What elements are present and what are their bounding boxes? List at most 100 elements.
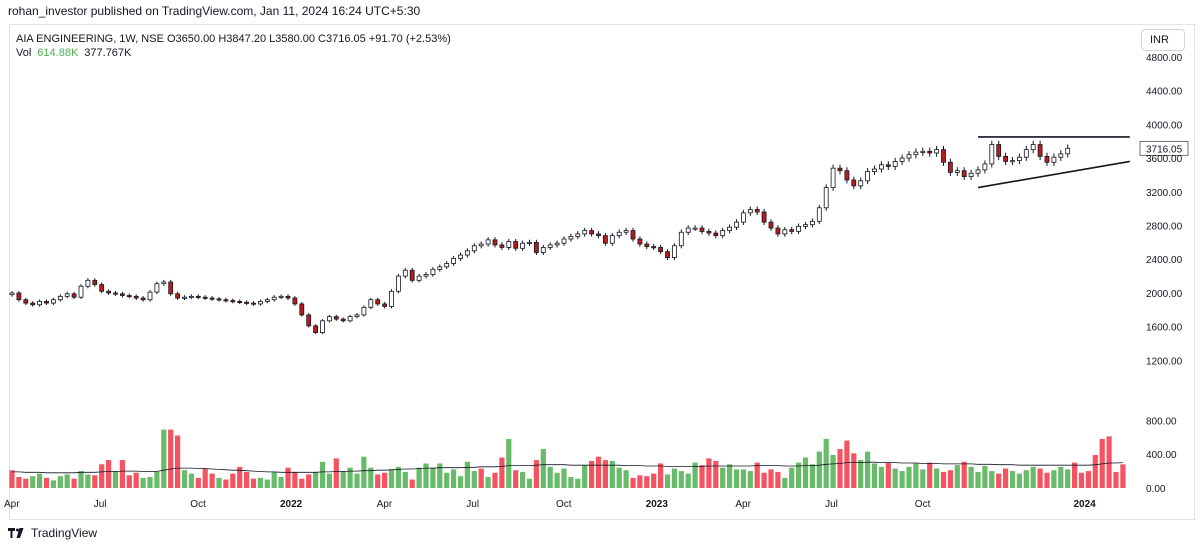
volume-bar — [319, 461, 326, 488]
volume-bar — [885, 462, 891, 488]
tradingview-footer: TradingView — [8, 526, 97, 540]
volume-bar — [968, 466, 974, 488]
volume-bar — [630, 477, 636, 488]
volume-bar — [464, 461, 470, 488]
volume-bar — [526, 478, 533, 488]
candle — [395, 275, 401, 292]
volume-bar — [851, 453, 857, 488]
candle — [747, 209, 753, 214]
candle — [230, 300, 236, 303]
volume-bar — [133, 472, 139, 488]
currency-button[interactable]: INR — [1141, 29, 1185, 51]
candle — [506, 241, 512, 248]
candle — [685, 227, 691, 233]
candle — [948, 161, 953, 173]
volume-bar — [913, 463, 919, 488]
volume-bar — [340, 471, 346, 488]
candle — [154, 283, 160, 293]
volume-bar — [513, 470, 519, 488]
volume-bar — [989, 471, 995, 488]
price-axis-tick: 3600.00 — [1146, 154, 1183, 165]
candle — [713, 232, 719, 237]
volume-bar — [685, 473, 691, 488]
volume-bar — [858, 460, 864, 488]
volume-bar — [409, 479, 415, 488]
volume-bar — [1003, 468, 1009, 488]
candle — [775, 227, 781, 235]
volume-bar — [388, 469, 395, 488]
volume-ma-line — [12, 461, 1123, 474]
time-axis-tick: Jul — [825, 499, 838, 510]
candle — [299, 303, 305, 316]
last-price-badge — [1139, 140, 1189, 156]
volume-bar — [982, 466, 988, 488]
last-price-label: 3716.05 — [1146, 144, 1183, 155]
time-axis-tick: Apr — [377, 499, 393, 510]
candle — [892, 161, 898, 167]
volume-bar — [457, 476, 464, 488]
volume-bar — [664, 474, 671, 488]
volume-bar — [106, 460, 112, 488]
candle — [133, 295, 139, 299]
volume-bar — [761, 472, 767, 488]
volume-axis-tick: 400.00 — [1146, 450, 1177, 461]
candle — [375, 299, 381, 305]
volume-bar — [1120, 464, 1126, 488]
volume-bar — [595, 456, 602, 488]
candle — [437, 266, 443, 270]
volume-bar — [161, 429, 167, 488]
time-axis-tick: Apr — [4, 499, 20, 510]
volume-bar — [71, 478, 77, 488]
candle — [823, 187, 829, 209]
candle — [699, 227, 705, 232]
volume-bar — [589, 460, 595, 488]
volume-bar — [499, 457, 505, 488]
volume-bar — [292, 471, 298, 488]
volume-bar — [1044, 472, 1050, 488]
volume-bar — [423, 463, 429, 488]
tradingview-logo-icon — [8, 528, 24, 538]
candle — [113, 292, 118, 295]
candle — [361, 306, 367, 316]
candle — [920, 150, 926, 153]
candle — [92, 279, 98, 285]
volume-axis-tick: 800.00 — [1146, 416, 1177, 427]
candle — [368, 299, 374, 308]
candle — [23, 299, 29, 304]
price-axis-tick: 4000.00 — [1146, 120, 1183, 131]
volume-bar — [64, 474, 70, 488]
candle — [202, 296, 208, 299]
candle — [106, 290, 111, 294]
price-axis-tick: 2800.00 — [1146, 222, 1183, 233]
volume-bar — [202, 468, 208, 488]
volume-bar — [278, 477, 284, 488]
candle — [554, 242, 560, 246]
price-axis-tick: 1200.00 — [1146, 356, 1183, 367]
candle — [609, 235, 615, 244]
chart-pane[interactable] — [9, 24, 1195, 520]
price-axis-tick: 3200.00 — [1146, 188, 1183, 199]
volume-bar — [1009, 471, 1016, 488]
volume-bar — [940, 471, 947, 488]
volume-bar — [520, 471, 526, 488]
volume-bar — [699, 465, 705, 488]
candle — [830, 167, 836, 188]
candle — [658, 247, 663, 253]
volume-bar — [975, 471, 981, 488]
volume-bar — [485, 477, 491, 488]
candle — [182, 296, 187, 299]
candle — [1030, 144, 1036, 151]
volume-axis-tick: 0.00 — [1146, 484, 1166, 495]
volume-bar — [616, 467, 622, 488]
candle — [78, 285, 84, 298]
candle — [720, 230, 726, 237]
candle — [471, 245, 477, 252]
volume-bar — [195, 477, 201, 488]
volume-bar — [23, 478, 29, 488]
candle — [582, 230, 588, 235]
volume-bar — [844, 440, 850, 488]
candle — [534, 241, 539, 253]
volume-bar — [720, 467, 726, 488]
volume-bar — [37, 473, 43, 488]
